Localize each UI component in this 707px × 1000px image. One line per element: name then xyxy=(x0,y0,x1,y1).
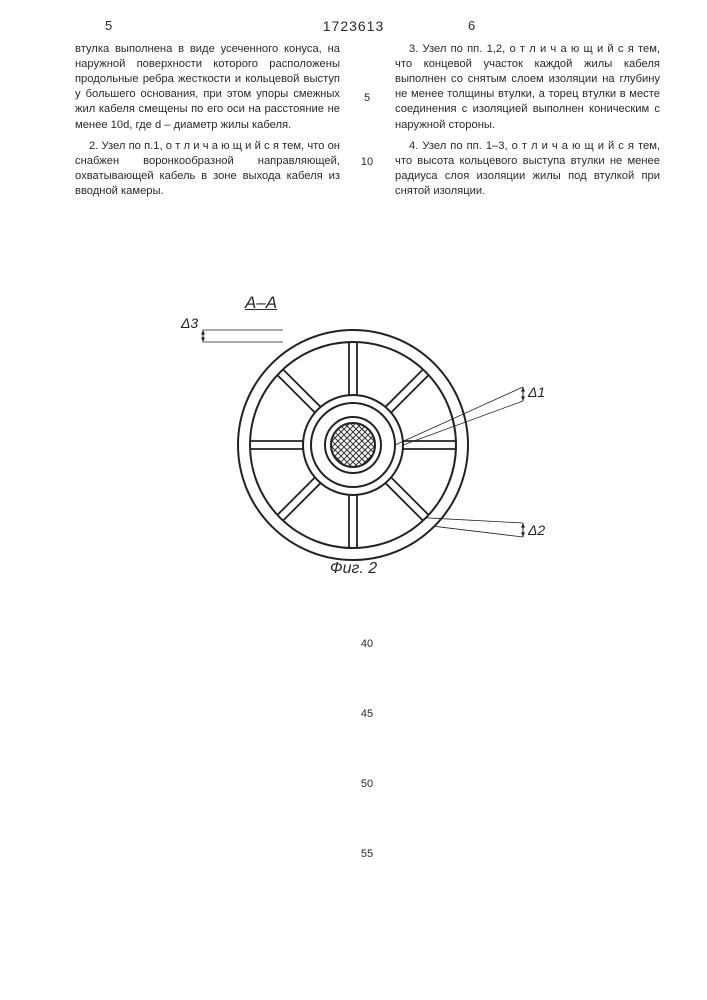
line-num: 5 xyxy=(352,92,382,104)
line-num: 45 xyxy=(352,708,382,720)
line-num: 10 xyxy=(352,156,382,168)
left-p1: втулка выполнена в виде усеченного конус… xyxy=(75,42,340,133)
svg-text:Δ1: Δ1 xyxy=(527,384,545,400)
left-p2: 2. Узел по п.1, о т л и ч а ю щ и й с я … xyxy=(75,139,340,199)
right-column: 3. Узел по пп. 1,2, о т л и ч а ю щ и й … xyxy=(395,42,660,205)
line-num: 55 xyxy=(352,848,382,860)
patent-number: 1723613 xyxy=(323,18,385,34)
page-num-left: 5 xyxy=(105,18,112,33)
right-p1: 3. Узел по пп. 1,2, о т л и ч а ю щ и й … xyxy=(395,42,660,133)
page-num-right: 6 xyxy=(468,18,475,33)
figure-caption: Фиг. 2 xyxy=(330,560,377,578)
line-num: 50 xyxy=(352,778,382,790)
figure-2: Δ1 Δ2 Δ3 xyxy=(143,300,563,590)
right-p2: 4. Узел по пп. 1–3, о т л и ч а ю щ и й … xyxy=(395,139,660,199)
svg-text:Δ3: Δ3 xyxy=(180,315,198,331)
line-num: 40 xyxy=(352,638,382,650)
svg-text:Δ2: Δ2 xyxy=(527,522,545,538)
left-column: втулка выполнена в виде усеченного конус… xyxy=(75,42,340,205)
